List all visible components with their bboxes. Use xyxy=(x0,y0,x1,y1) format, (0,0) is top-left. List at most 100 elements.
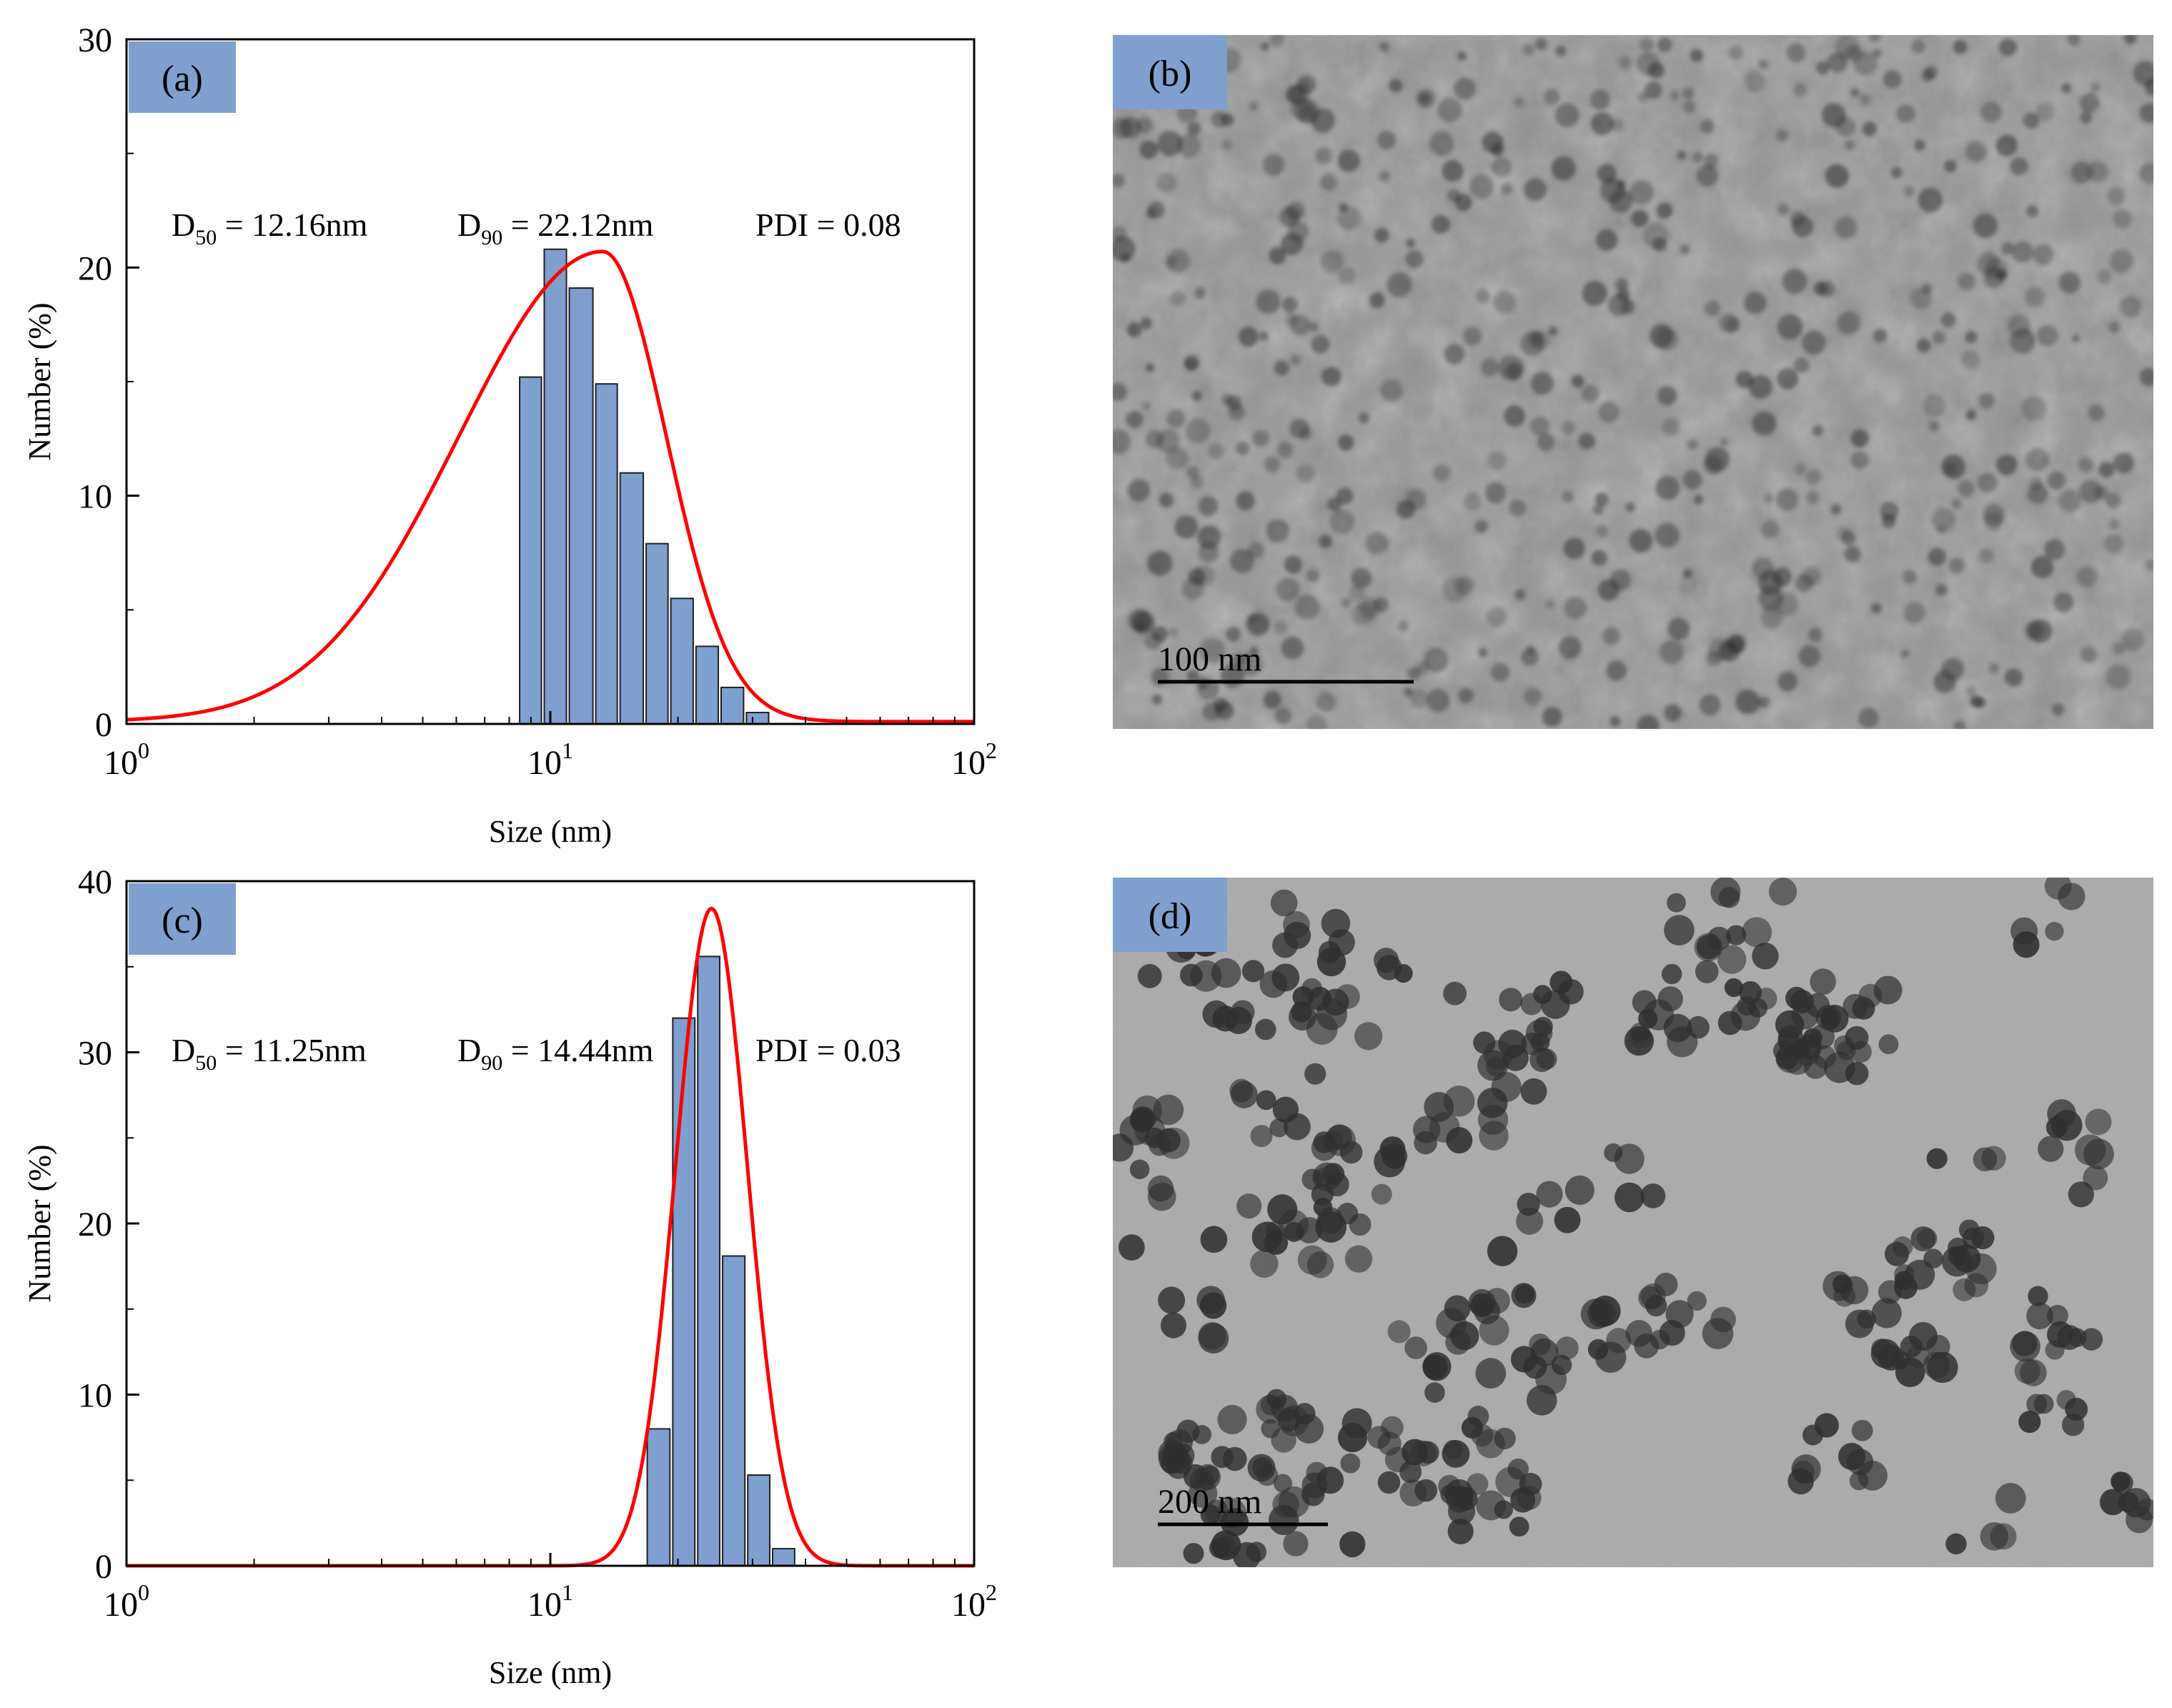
micrograph-d-particle xyxy=(1981,1146,2006,1171)
bar-c-2 xyxy=(697,955,721,1567)
micrograph-b-particle xyxy=(1197,525,1221,549)
micrograph-b-particle xyxy=(1744,70,1766,92)
micrograph-b-particle xyxy=(1139,140,1159,159)
micrograph-b-particle xyxy=(1264,455,1281,472)
micrograph-d-particle xyxy=(1980,1522,2009,1551)
y-tick-label-c-4: 40 xyxy=(78,863,112,901)
x-tick-label-c-0: 100 xyxy=(104,1579,149,1624)
micrograph-b-particle xyxy=(1321,250,1344,274)
micrograph-b-particle xyxy=(2112,642,2126,655)
micrograph-b-particle xyxy=(2027,484,2048,505)
micrograph-b-particle xyxy=(2071,162,2093,184)
y-tick-label-c-2: 20 xyxy=(78,1206,112,1243)
plot-frame-c xyxy=(125,880,976,1567)
micrograph-b-particle xyxy=(2061,83,2071,94)
micrograph-b-particle xyxy=(2098,462,2115,478)
micrograph-d-particle xyxy=(1638,1008,1658,1029)
micrograph-d-particle xyxy=(2028,1286,2048,1306)
micrograph-b-particle xyxy=(1398,621,1409,632)
micrograph-b-particle xyxy=(1127,479,1151,502)
micrograph-b-particle xyxy=(1670,90,1680,101)
micrograph-b-particle xyxy=(1667,617,1690,640)
annotation-c-1: D90 = 14.44nm xyxy=(457,1032,654,1075)
micrograph-b-particle xyxy=(1369,292,1386,309)
micrograph-b-particle xyxy=(1306,715,1328,729)
micrograph-b-particle xyxy=(1932,331,1946,344)
micrograph-b-particle xyxy=(1490,662,1510,682)
bar-c-5 xyxy=(772,1548,795,1567)
y-tick-label-c-3: 30 xyxy=(78,1035,112,1073)
micrograph-b-particle xyxy=(1704,300,1720,317)
micrograph-b-particle xyxy=(1176,134,1201,158)
micrograph-b-particle xyxy=(1883,69,1902,89)
micrograph-b-particle xyxy=(1426,688,1450,713)
micrograph-b-particle xyxy=(1618,56,1632,69)
fit-curve-c xyxy=(127,906,974,1568)
micrograph-d-particle xyxy=(1530,1033,1550,1052)
micrograph-d-particle xyxy=(1775,1010,1805,1040)
micrograph-b-particle xyxy=(1590,111,1614,136)
micrograph-b-particle xyxy=(1657,385,1677,406)
micrograph-b-particle xyxy=(1500,183,1513,196)
micrograph-b-particle xyxy=(1463,327,1482,346)
micrograph-b-particle xyxy=(2080,111,2093,124)
micrograph-d-particle xyxy=(1624,1026,1655,1056)
micrograph-b-particle xyxy=(1798,645,1820,667)
micrograph-b-particle xyxy=(1850,88,1860,97)
micrograph-b-particle xyxy=(1965,140,1987,163)
micrograph-d-particle xyxy=(1654,1272,1678,1296)
micrograph-b-particle xyxy=(1320,174,1337,191)
panel-label-box-b xyxy=(1113,35,1227,109)
micrograph-b-particle xyxy=(1126,322,1142,337)
micrograph-b-particle xyxy=(1629,529,1653,553)
micrograph-b-particle xyxy=(1379,170,1391,182)
micrograph-b-particle xyxy=(1113,382,1128,402)
micrograph-d-particle xyxy=(1304,1063,1326,1085)
micrograph-b-particle xyxy=(1680,244,1690,254)
micrograph-b-particle xyxy=(1294,594,1320,620)
micrograph-b-particle xyxy=(1202,702,1221,721)
micrograph-d-particle xyxy=(2012,1331,2038,1356)
micrograph-b-particle xyxy=(1758,59,1769,69)
micrograph-d-particle xyxy=(1650,1329,1670,1350)
micrograph-b-particle xyxy=(1190,475,1204,489)
micrograph-b-particle xyxy=(2026,204,2039,218)
micrograph-d-particle xyxy=(1645,1294,1667,1317)
micrograph-d-particle xyxy=(1443,1085,1475,1117)
micrograph-b-particle xyxy=(2023,112,2040,129)
micrograph-b-particle xyxy=(2139,367,2153,387)
micrograph-b-particle xyxy=(1615,278,1629,292)
micrograph-b-particle xyxy=(1777,671,1797,692)
micrograph-b-particle xyxy=(1931,507,1956,532)
micrograph-d-particle xyxy=(1509,1516,1529,1537)
micrograph-d-particle xyxy=(1820,1008,1840,1029)
micrograph-b-particle xyxy=(2097,269,2112,284)
micrograph-d-particle xyxy=(2126,1506,2153,1534)
micrograph-b-particle xyxy=(1534,38,1547,51)
micrograph-b-particle xyxy=(1728,45,1743,61)
micrograph-b-particle xyxy=(1777,202,1790,216)
bar-a-9 xyxy=(745,712,770,725)
micrograph-b-particle xyxy=(1706,650,1722,667)
micrograph-b-particle xyxy=(1198,496,1219,517)
micrograph-d-particle xyxy=(1160,1312,1186,1339)
micrograph-b-particle xyxy=(1548,327,1558,337)
micrograph-b-particle xyxy=(2024,620,2044,640)
micrograph-b-particle xyxy=(1140,317,1152,329)
micrograph-b-particle xyxy=(1262,154,1285,177)
micrograph-b-particle xyxy=(1458,687,1474,704)
micrograph-d-particle xyxy=(1890,1350,1910,1370)
micrograph-b-particle xyxy=(2051,702,2065,716)
micrograph-d-particle xyxy=(1311,1183,1334,1206)
micrograph-b-particle xyxy=(1269,247,1286,264)
micrograph-b-particle xyxy=(1166,447,1189,470)
micrograph-d-particle xyxy=(1261,1419,1281,1439)
micrograph-d-particle xyxy=(1404,1336,1427,1359)
micrograph-b-particle xyxy=(1916,338,1931,352)
micrograph-b-particle xyxy=(1801,330,1826,355)
micrograph-d-particle xyxy=(1321,908,1351,938)
micrograph-b-particle xyxy=(1655,522,1680,548)
micrograph-b-particle xyxy=(1996,454,2018,476)
micrograph-b-particle xyxy=(2108,519,2120,530)
